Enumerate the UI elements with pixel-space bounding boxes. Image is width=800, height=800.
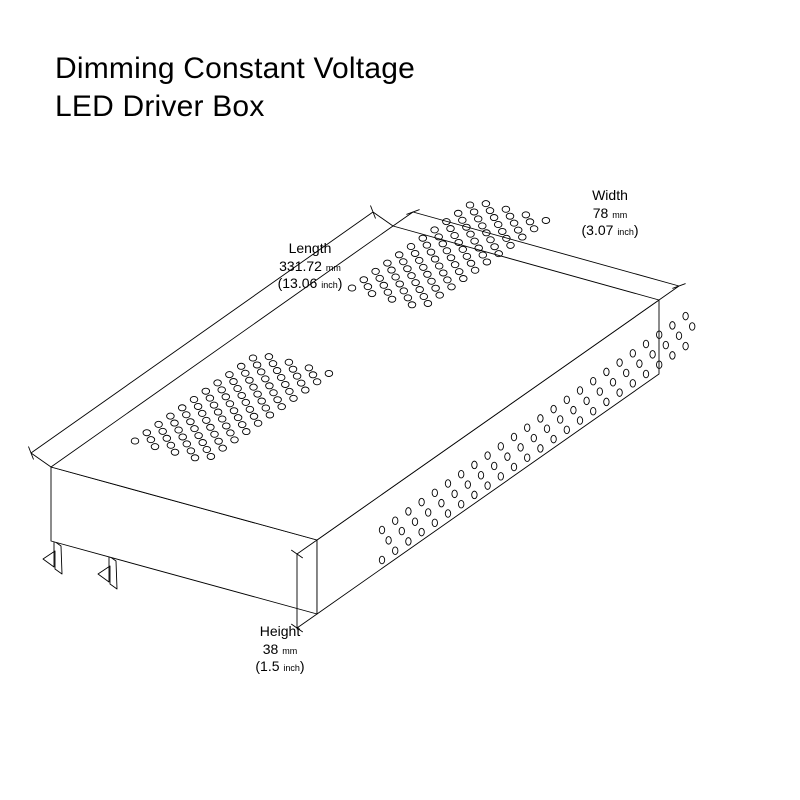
height-in-unit: inch (283, 663, 300, 673)
height-mm-unit: mm (282, 646, 297, 656)
height-label: Height 38 mm (1.5 inch) (225, 623, 335, 676)
length-in-close: ) (338, 275, 343, 291)
length-mm-unit: mm (326, 263, 341, 273)
length-in: (13.06 (278, 275, 318, 291)
width-in: (3.07 (582, 222, 614, 238)
height-mm: 38 (263, 641, 279, 657)
height-name: Height (260, 623, 300, 639)
width-in-close: ) (634, 222, 639, 238)
width-in-unit: inch (617, 227, 634, 237)
length-label: Length 331.72 mm (13.06 inch) (245, 240, 375, 293)
length-in-unit: inch (321, 280, 338, 290)
length-name: Length (289, 240, 332, 256)
length-mm: 331.72 (279, 258, 322, 274)
dimension-diagram (0, 0, 800, 800)
width-mm: 78 (593, 205, 609, 221)
height-in-close: ) (300, 658, 305, 674)
width-label: Width 78 mm (3.07 inch) (555, 187, 665, 240)
width-name: Width (592, 187, 628, 203)
width-mm-unit: mm (612, 210, 627, 220)
height-in: (1.5 (255, 658, 279, 674)
